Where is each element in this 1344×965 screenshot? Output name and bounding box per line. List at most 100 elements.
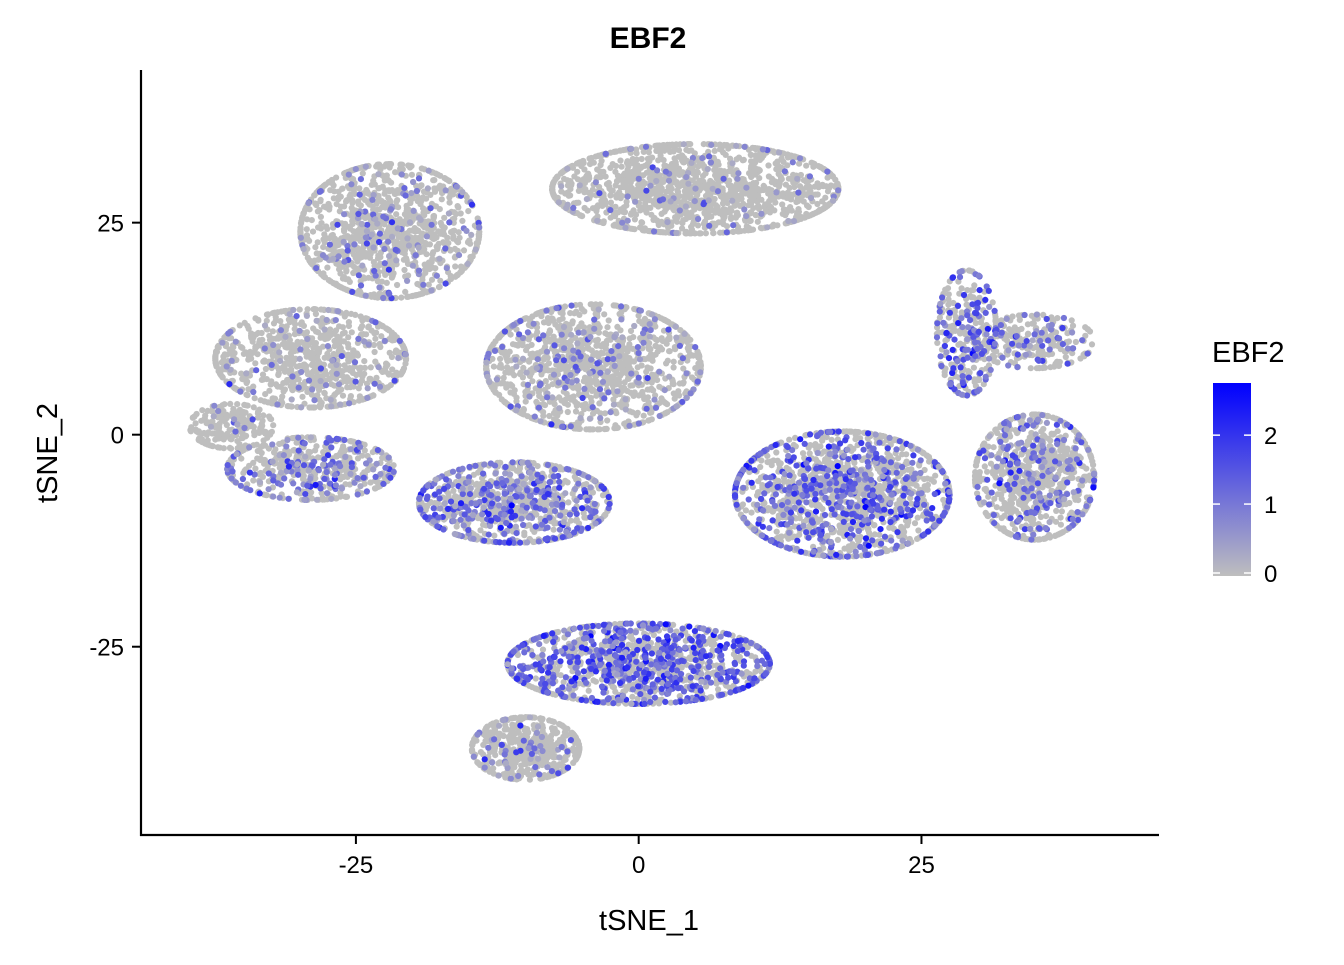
- data-point: [656, 383, 663, 390]
- data-point: [593, 207, 600, 215]
- data-point: [381, 177, 388, 184]
- data-point: [385, 371, 392, 378]
- data-point: [827, 182, 835, 189]
- data-point: [582, 360, 589, 367]
- data-point: [375, 185, 382, 192]
- data-point: [480, 521, 487, 528]
- data-point: [371, 348, 378, 356]
- data-point: [337, 476, 344, 483]
- data-point: [293, 363, 300, 370]
- data-point: [589, 387, 596, 394]
- data-point: [354, 233, 361, 240]
- data-point: [384, 201, 391, 208]
- data-point: [359, 396, 366, 403]
- data-point: [694, 222, 702, 229]
- data-point: [290, 359, 297, 366]
- data-point: [220, 445, 227, 452]
- points-layer: [187, 141, 1098, 783]
- data-point: [695, 351, 702, 359]
- data-point: [754, 198, 761, 205]
- data-point: [755, 166, 762, 173]
- data-point: [272, 309, 279, 316]
- data-point: [371, 330, 378, 337]
- data-point: [820, 183, 827, 190]
- data-point: [318, 220, 325, 227]
- data-point: [436, 182, 444, 189]
- data-point: [303, 232, 311, 239]
- data-point: [586, 155, 593, 162]
- data-point: [440, 229, 447, 236]
- data-point: [281, 339, 288, 346]
- data-point: [327, 278, 334, 285]
- data-point: [581, 204, 588, 212]
- data-point: [318, 306, 325, 313]
- data-point: [282, 360, 289, 367]
- data-point: [306, 257, 313, 264]
- data-point: [707, 206, 714, 213]
- data-point: [550, 526, 557, 533]
- data-point: [618, 163, 625, 170]
- data-point: [349, 199, 356, 207]
- data-point: [316, 396, 323, 404]
- data-point: [601, 426, 608, 433]
- data-point: [344, 233, 351, 240]
- data-point: [592, 301, 599, 308]
- data-point: [423, 241, 430, 248]
- data-point: [460, 247, 468, 254]
- data-point: [255, 408, 262, 415]
- data-point: [379, 368, 386, 375]
- data-point: [204, 438, 211, 445]
- data-point: [726, 177, 733, 184]
- data-point: [285, 316, 292, 323]
- data-point: [394, 349, 401, 356]
- data-point: [811, 160, 818, 168]
- data-point: [490, 363, 497, 370]
- data-point: [446, 199, 453, 206]
- data-point: [679, 225, 686, 232]
- data-point: [563, 390, 570, 397]
- data-point: [247, 423, 254, 430]
- data-point: [402, 360, 409, 367]
- data-point: [260, 376, 267, 383]
- data-point: [330, 234, 337, 241]
- data-point: [630, 207, 637, 214]
- data-point: [612, 168, 619, 175]
- data-point: [275, 371, 282, 379]
- data-point: [654, 348, 662, 355]
- data-point: [255, 329, 262, 337]
- data-point: [384, 384, 391, 391]
- data-point: [345, 376, 352, 383]
- data-point: [291, 325, 298, 333]
- data-point: [541, 402, 549, 409]
- data-point: [339, 275, 347, 282]
- data-point: [317, 198, 324, 205]
- data-point: [371, 485, 379, 492]
- data-point: [339, 392, 347, 399]
- data-point: [306, 206, 313, 213]
- data-point: [307, 370, 314, 377]
- data-point: [262, 391, 269, 398]
- data-point: [711, 147, 718, 154]
- data-point: [300, 210, 307, 217]
- data-point: [252, 360, 259, 367]
- data-point: [221, 334, 228, 341]
- data-point: [401, 266, 408, 274]
- data-point: [756, 175, 763, 182]
- data-point: [333, 452, 340, 460]
- data-point: [645, 149, 653, 156]
- data-point: [370, 341, 378, 349]
- data-point: [375, 262, 382, 270]
- data-point: [455, 229, 462, 236]
- data-point: [327, 362, 334, 369]
- data-point: [251, 395, 258, 402]
- data-point: [302, 350, 310, 357]
- data-point: [496, 364, 503, 371]
- data-point: [421, 261, 428, 268]
- data-point: [307, 449, 314, 456]
- data-point: [348, 261, 355, 268]
- data-point: [390, 270, 397, 277]
- data-point: [551, 520, 558, 527]
- data-point: [623, 304, 630, 311]
- data-point: [565, 499, 572, 506]
